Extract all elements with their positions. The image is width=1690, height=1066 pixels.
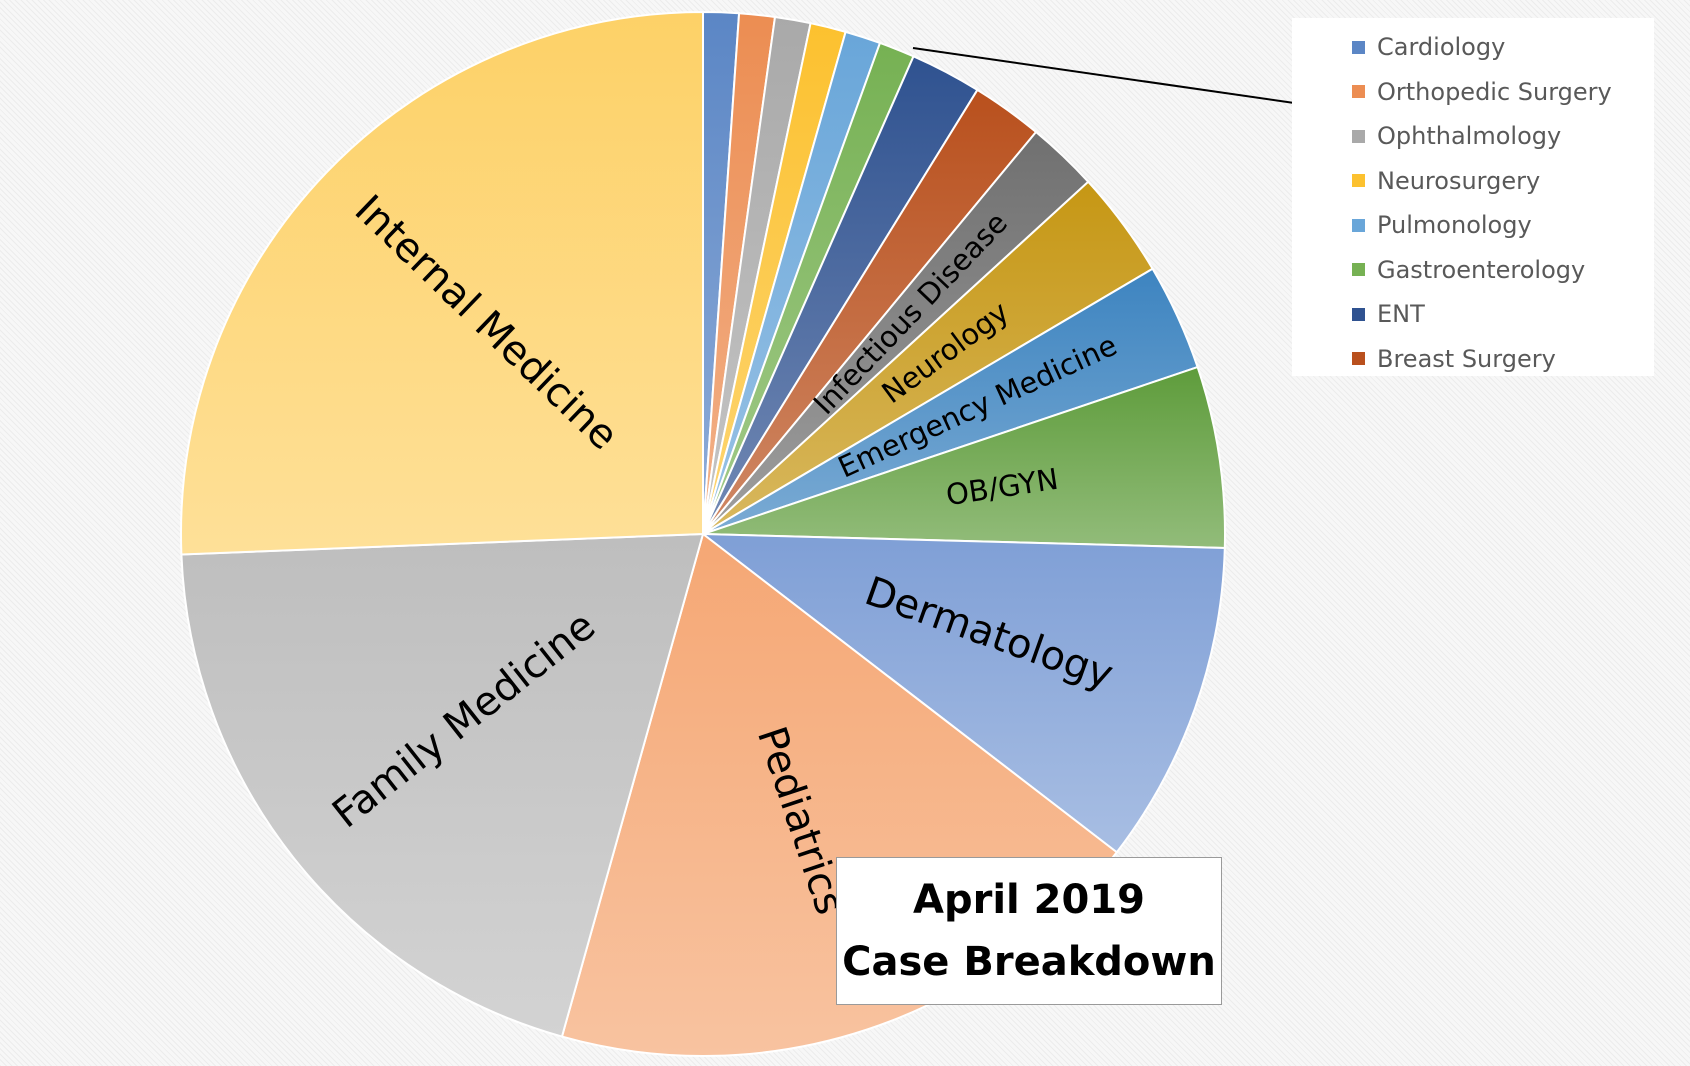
chart-title-line-2: Case Breakdown — [842, 939, 1216, 985]
legend-swatch — [1352, 129, 1365, 143]
legend-item-cardiology: Cardiology — [1352, 32, 1505, 62]
legend-swatch — [1352, 85, 1365, 98]
legend-item-orthopedic-surgery: Orthopedic Surgery — [1352, 77, 1612, 107]
legend-swatch — [1352, 352, 1365, 365]
chart-title-line-1: April 2019 — [913, 877, 1145, 923]
legend-item-neurosurgery: Neurosurgery — [1352, 166, 1540, 196]
pie-slice-dermatology — [699, 532, 1226, 854]
legend-swatch — [1352, 174, 1365, 187]
legend-swatch — [1352, 307, 1365, 321]
chart-title-box: April 2019 Case Breakdown — [836, 857, 1222, 1005]
legend-label: Neurosurgery — [1377, 166, 1541, 195]
legend-swatch — [1352, 40, 1365, 54]
legend-label: Gastroenterology — [1377, 255, 1586, 284]
legend-item-pulmonology: Pulmonology — [1352, 210, 1532, 240]
pie-slice-family-medicine — [180, 532, 705, 1038]
legend-label: Cardiology — [1377, 33, 1506, 61]
legend-swatch — [1352, 218, 1365, 232]
chart-legend: Cardiology Orthopedic Surgery Ophthalmolog… — [1292, 18, 1654, 376]
pie-slice-ob-gyn — [702, 365, 1226, 549]
legend-label: Pulmonology — [1377, 211, 1532, 239]
legend-label: Breast Surgery — [1377, 344, 1556, 373]
legend-item-ophthalmology: Ophthalmology — [1352, 121, 1561, 151]
legend-item-gastroenterology: Gastroenterology — [1352, 255, 1585, 285]
legend-item-breast-surgery: Breast Surgery — [1352, 344, 1556, 374]
legend-item-ent: ENT — [1352, 299, 1425, 329]
pie-slices — [180, 10, 1226, 1057]
legend-label: ENT — [1377, 300, 1425, 328]
legend-swatch — [1352, 263, 1365, 276]
pie-slice-internal-medicine — [180, 10, 704, 556]
legend-label: Orthopedic Surgery — [1377, 77, 1612, 106]
legend-label: Ophthalmology — [1377, 122, 1562, 150]
